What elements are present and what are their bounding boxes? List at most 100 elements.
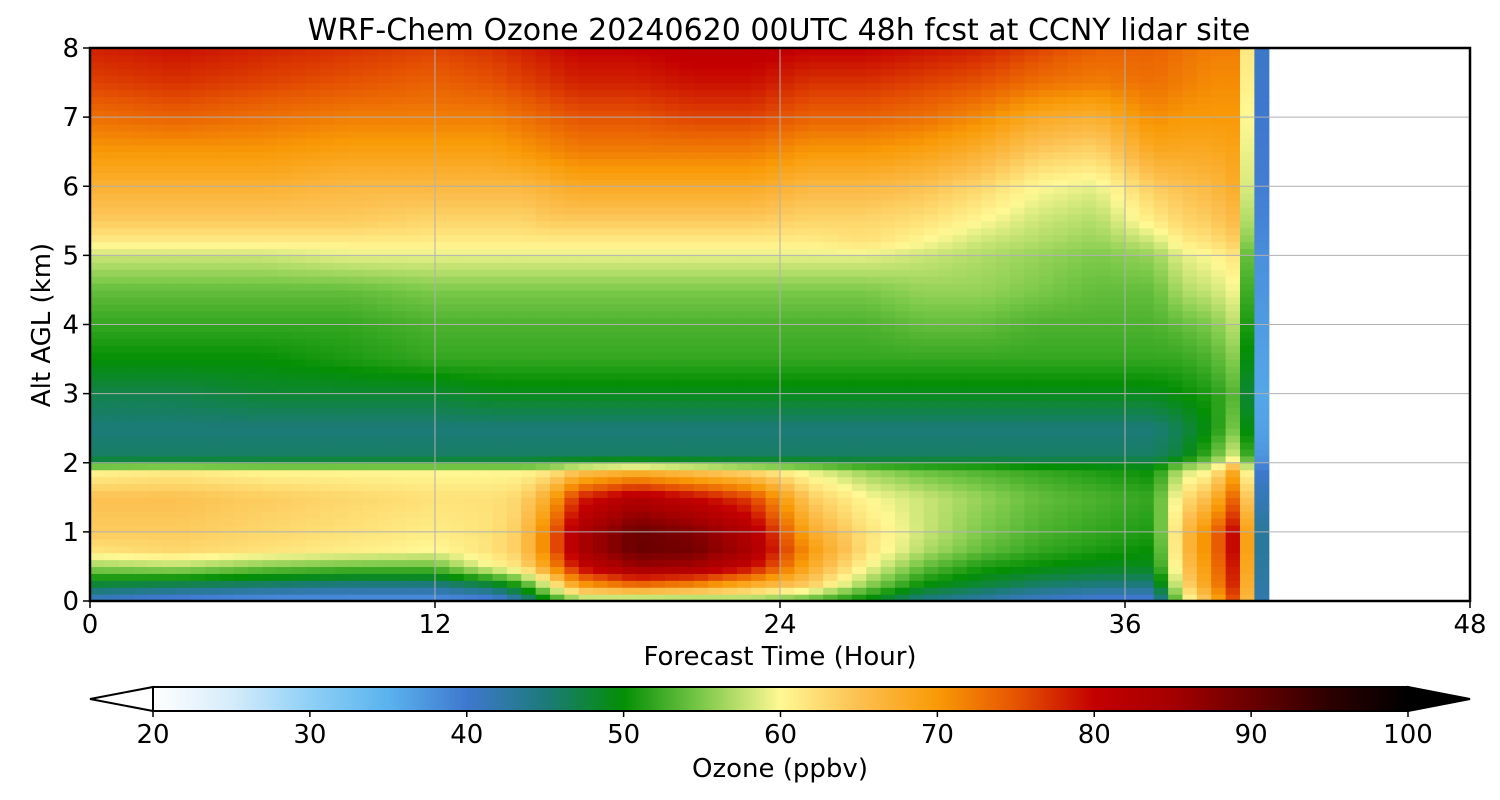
heatmap-cell [133, 193, 149, 201]
heatmap-cell [147, 234, 163, 243]
heatmap-cell [722, 580, 738, 588]
heatmap-cell [276, 393, 292, 402]
heatmap-cell [363, 490, 379, 498]
heatmap-cell [104, 124, 120, 132]
heatmap-cell [104, 255, 120, 263]
heatmap-cell [679, 386, 695, 395]
heatmap-cell [621, 310, 637, 319]
heatmap-cell [133, 518, 149, 526]
heatmap-cell [621, 117, 637, 125]
heatmap-cell [133, 227, 149, 236]
heatmap-cell [693, 303, 709, 312]
heatmap-cell [895, 255, 910, 263]
heatmap-cell [837, 386, 853, 395]
heatmap-cell [736, 234, 752, 243]
heatmap-cell [233, 117, 249, 125]
heatmap-cell [90, 511, 105, 519]
heatmap-cell [722, 255, 738, 263]
heatmap-cell [262, 75, 278, 84]
heatmap-cell [693, 393, 709, 402]
heatmap-cell [133, 393, 149, 402]
heatmap-cell [276, 372, 292, 381]
heatmap-cell [708, 524, 724, 533]
heatmap-cell [248, 573, 264, 581]
heatmap-cell [463, 317, 479, 326]
heatmap-cell [607, 317, 623, 326]
heatmap-cell [205, 68, 220, 77]
heatmap-cell [420, 241, 436, 250]
heatmap-cell [535, 559, 551, 568]
heatmap-cell [823, 365, 839, 374]
heatmap-cell [363, 276, 379, 284]
heatmap-cell [535, 220, 551, 229]
heatmap-cell [550, 54, 565, 63]
heatmap-cell [348, 365, 364, 374]
heatmap-cell [851, 580, 867, 588]
heatmap-cell [391, 504, 407, 512]
heatmap-cell [851, 462, 867, 471]
heatmap-cell [176, 283, 192, 291]
heatmap-cell [650, 165, 666, 174]
heatmap-cell [938, 303, 954, 312]
heatmap-cell [363, 580, 379, 588]
heatmap-cell [851, 476, 867, 485]
heatmap-cell [952, 317, 968, 326]
heatmap-cell [837, 248, 853, 256]
heatmap-cell [564, 68, 580, 77]
heatmap-cell [621, 559, 637, 568]
heatmap-cell [420, 130, 436, 139]
heatmap-cell [391, 283, 407, 291]
heatmap-cell [363, 462, 379, 471]
heatmap-cell [521, 559, 537, 568]
heatmap-cell [736, 283, 752, 291]
heatmap-cell [636, 524, 652, 533]
heatmap-cell [248, 89, 264, 97]
heatmap-cell [550, 359, 565, 367]
heatmap-cell [895, 82, 910, 91]
heatmap-cell [262, 96, 278, 104]
heatmap-cell [305, 511, 321, 519]
heatmap-cell [535, 587, 551, 595]
heatmap-cell [794, 504, 810, 512]
heatmap-cell [449, 524, 465, 533]
heatmap-cell [233, 96, 249, 104]
heatmap-cell [233, 504, 249, 512]
heatmap-cell [133, 497, 149, 505]
heatmap-cell [463, 158, 479, 167]
heatmap-cell [751, 524, 767, 533]
heatmap-cell [449, 75, 465, 84]
heatmap-cell [550, 276, 565, 284]
heatmap-cell [248, 455, 264, 464]
heatmap-cell [966, 283, 982, 291]
heatmap-cell [305, 379, 321, 388]
heatmap-cell [909, 469, 925, 478]
heatmap-cell [636, 531, 652, 540]
heatmap-cell [909, 324, 925, 333]
heatmap-cell [377, 545, 393, 554]
heatmap-cell [190, 573, 206, 581]
heatmap-cell [564, 117, 580, 125]
heatmap-cell [104, 48, 120, 56]
heatmap-cell [291, 110, 307, 118]
heatmap-cell [736, 538, 752, 547]
heatmap-cell [808, 552, 824, 561]
heatmap-cell [909, 296, 925, 305]
heatmap-cell [880, 241, 896, 250]
heatmap-cell [420, 393, 436, 402]
heatmap-cell [708, 476, 724, 485]
heatmap-cell [780, 103, 795, 111]
heatmap-cell [262, 172, 278, 180]
heatmap-cell [823, 345, 839, 353]
heatmap-cell [291, 338, 307, 346]
heatmap-cell [535, 365, 551, 374]
heatmap-cell [607, 531, 623, 540]
heatmap-cell [966, 442, 982, 450]
heatmap-cell [823, 82, 839, 91]
heatmap-cell [866, 317, 882, 326]
heatmap-cell [794, 283, 810, 291]
heatmap-cell [363, 61, 379, 70]
heatmap-cell [621, 359, 637, 367]
heatmap-cell [233, 352, 249, 360]
heatmap-cell [305, 455, 321, 464]
heatmap-cell [535, 186, 551, 194]
